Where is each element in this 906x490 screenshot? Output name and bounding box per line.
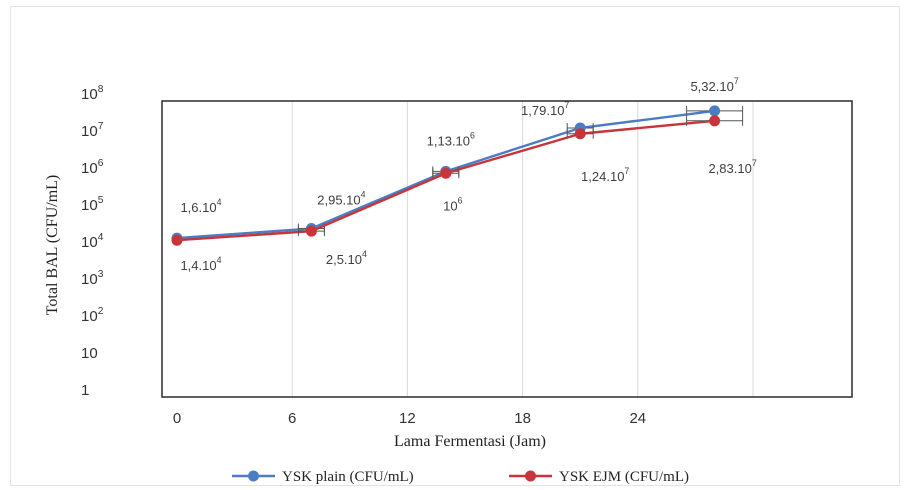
data-label: 106 <box>443 195 462 213</box>
y-tick-label-exp: 6 <box>98 158 104 169</box>
data-label-exp: 4 <box>362 249 367 259</box>
legend-item: YSK EJM (CFU/mL) <box>509 469 689 485</box>
data-point <box>305 225 317 237</box>
plot-border <box>161 100 853 398</box>
gridlines <box>291 101 754 397</box>
data-label-exp: 6 <box>470 130 475 140</box>
data-point <box>440 167 452 179</box>
data-label-exp: 6 <box>458 195 463 205</box>
x-axis-ticks: 0 6 12 18 24 <box>173 410 646 427</box>
y-tick-label-exp: 8 <box>98 84 104 95</box>
y-tick-label-exp: 5 <box>98 195 104 206</box>
y-tick-label-base: 10 <box>81 197 98 214</box>
data-label: 1,4.104 <box>180 255 221 273</box>
data-label: 1,79.107 <box>521 100 569 118</box>
data-label: 2,83.107 <box>708 158 756 176</box>
y-tick-label-base: 10 <box>81 123 98 140</box>
data-label-base: 2,83.10 <box>708 161 751 176</box>
data-labels: 1,6.104 2,95.1041,13.1061,79.1075,32.1071… <box>180 76 756 273</box>
x-tick-label: 12 <box>399 410 416 427</box>
y-tick-label: 1 <box>81 382 89 399</box>
y-tick-label: 108 <box>81 84 104 103</box>
data-point <box>574 128 586 140</box>
data-point <box>171 234 183 246</box>
data-label-base: 10 <box>443 198 457 213</box>
y-tick-label: 104 <box>81 232 104 251</box>
x-axis-title: Lama Fermentasi (Jam) <box>394 433 546 450</box>
x-tick-label: 6 <box>288 410 296 427</box>
data-label-exp: 4 <box>217 197 222 207</box>
y-tick-label: 107 <box>81 121 104 140</box>
y-tick-label-base: 10 <box>81 271 98 288</box>
x-tick-label: 0 <box>173 410 181 427</box>
data-label: 5,32.107 <box>690 76 738 94</box>
y-tick-label-exp: 3 <box>98 269 104 280</box>
legend-marker <box>525 470 536 482</box>
data-point <box>709 105 721 117</box>
data-label-exp: 4 <box>361 190 366 200</box>
y-tick-label-base: 10 <box>81 86 98 103</box>
y-tick-label-exp: 4 <box>98 232 104 243</box>
y-tick-label: 102 <box>81 306 104 325</box>
y-tick-label-base: 10 <box>81 160 98 177</box>
data-label-base: 2,5.10 <box>326 252 362 267</box>
x-tick-label: 18 <box>514 410 531 427</box>
data-label-exp: 7 <box>624 166 629 176</box>
y-tick-label: 10 <box>81 345 98 362</box>
data-label: 1,24.107 <box>581 166 629 184</box>
data-label-base: 1,24.10 <box>581 169 624 184</box>
y-tick-label-exp: 7 <box>98 121 104 132</box>
data-label-exp: 7 <box>734 76 739 86</box>
data-label-exp: 7 <box>752 158 757 168</box>
data-label-exp: 4 <box>217 255 222 265</box>
series-layer <box>171 105 744 246</box>
legend-label: YSK EJM (CFU/mL) <box>559 469 689 485</box>
x-tick-label: 24 <box>629 410 646 427</box>
data-label-base: 2,95.10 <box>317 193 360 208</box>
y-tick-label: 103 <box>81 269 104 288</box>
data-point <box>709 115 721 127</box>
data-label-exp: 7 <box>564 100 569 110</box>
y-axis-title: Total BAL (CFU/mL) <box>44 175 61 316</box>
data-label: 2,5.104 <box>326 249 367 267</box>
chart-frame <box>10 6 900 486</box>
y-tick-label-exp: 2 <box>98 306 104 317</box>
data-label: 1,6.104 <box>180 197 221 215</box>
data-label: 2,95.104 <box>317 190 365 208</box>
y-tick-label-base: 10 <box>81 345 98 362</box>
legend-label: YSK plain (CFU/mL) <box>282 469 414 485</box>
y-tick-label-base: 10 <box>81 308 98 325</box>
y-tick-label-base: 1 <box>81 382 89 399</box>
legend-item: YSK plain (CFU/mL) <box>232 469 414 485</box>
series-ysk-ejm <box>171 115 744 246</box>
y-tick-label-base: 10 <box>81 234 98 251</box>
data-label-base: 1,4.10 <box>180 258 216 273</box>
data-label-base: 1,13.10 <box>427 133 470 148</box>
data-label-base: 1,6.10 <box>180 200 216 215</box>
plot-area <box>162 101 852 397</box>
y-tick-label: 105 <box>81 195 104 214</box>
data-label: 1,13.106 <box>427 130 475 148</box>
legend: YSK plain (CFU/mL) YSK EJM (CFU/mL) <box>232 469 689 485</box>
legend-marker <box>248 470 259 482</box>
data-label-base: 1,79.10 <box>521 103 564 118</box>
data-label-base: 5,32.10 <box>690 79 733 94</box>
y-tick-label: 106 <box>81 158 104 177</box>
